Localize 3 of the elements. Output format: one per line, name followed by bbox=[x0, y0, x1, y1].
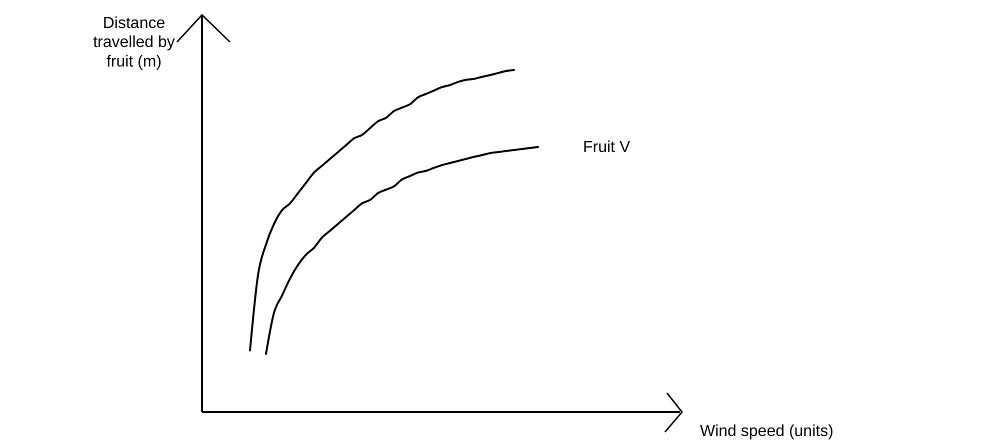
y-axis-title: Distance travelled by fruit (m) bbox=[93, 15, 175, 70]
x-axis-title: Wind speed (units) bbox=[700, 423, 834, 440]
text: Fruit V bbox=[583, 138, 630, 156]
